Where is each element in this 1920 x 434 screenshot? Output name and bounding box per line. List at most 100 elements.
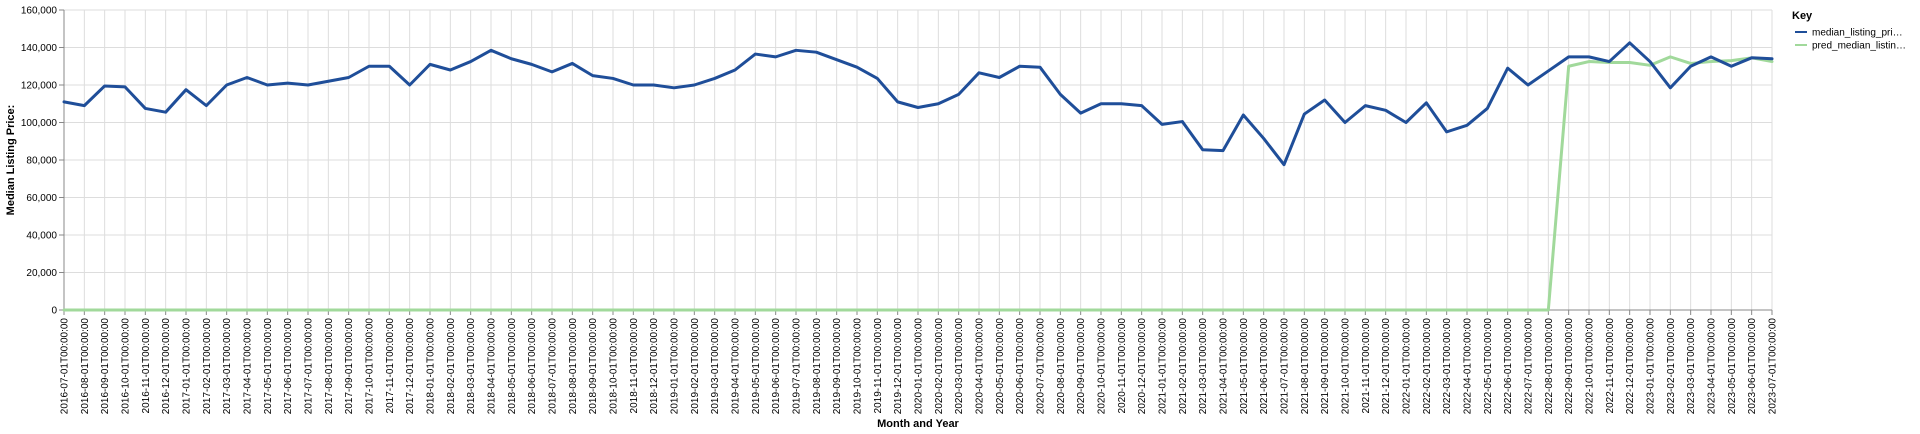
x-axis-title: Month and Year xyxy=(877,418,959,430)
y-tick-label: 140,000 xyxy=(21,43,58,54)
x-tick-label: 2019-06-01T00:00:00 xyxy=(771,318,782,415)
series-lines xyxy=(62,41,1774,312)
x-tick-label: 2022-04-01T00:00:00 xyxy=(1463,318,1474,415)
y-tick-label: 100,000 xyxy=(21,118,58,129)
x-tick-label: 2023-03-01T00:00:00 xyxy=(1686,318,1697,415)
x-tick-label: 2019-12-01T00:00:00 xyxy=(893,318,904,415)
x-tick-label: 2016-07-01T00:00:00 xyxy=(60,318,71,415)
x-tick-label: 2021-06-01T00:00:00 xyxy=(1259,318,1270,415)
x-tick-label: 2018-06-01T00:00:00 xyxy=(527,318,538,415)
x-tick-label: 2021-07-01T00:00:00 xyxy=(1280,318,1291,415)
x-tick-label: 2020-04-01T00:00:00 xyxy=(975,318,986,415)
legend: Key median_listing_pri… pred_median_listi… xyxy=(1792,10,1906,52)
x-axis: 2016-07-01T00:00:00 2016-08-01T00:00:00 20… xyxy=(60,310,1779,414)
x-tick-label: 2021-04-01T00:00:00 xyxy=(1219,318,1230,415)
x-tick-label: 2018-07-01T00:00:00 xyxy=(548,318,559,415)
x-tick-label: 2022-11-01T00:00:00 xyxy=(1605,318,1616,414)
x-tick-label: 2019-11-01T00:00:00 xyxy=(873,318,884,414)
x-tick-label: 2023-07-01T00:00:00 xyxy=(1768,318,1779,415)
x-tick-label: 2023-06-01T00:00:00 xyxy=(1747,318,1758,415)
x-tick-label: 2018-08-01T00:00:00 xyxy=(568,318,579,415)
x-tick-label: 2022-10-01T00:00:00 xyxy=(1585,318,1596,415)
x-tick-label: 2023-01-01T00:00:00 xyxy=(1646,318,1657,415)
x-tick-label: 2021-01-01T00:00:00 xyxy=(1158,318,1169,415)
x-tick-label: 2019-07-01T00:00:00 xyxy=(792,318,803,415)
x-tick-label: 2020-12-01T00:00:00 xyxy=(1137,318,1148,415)
x-tick-label: 2022-09-01T00:00:00 xyxy=(1564,318,1575,415)
x-tick-label: 2017-05-01T00:00:00 xyxy=(263,318,274,415)
x-tick-label: 2019-10-01T00:00:00 xyxy=(853,318,864,415)
y-tick-label: 120,000 xyxy=(21,81,58,92)
x-tick-label: 2021-09-01T00:00:00 xyxy=(1320,318,1331,415)
x-tick-label: 2023-02-01T00:00:00 xyxy=(1666,318,1677,415)
x-tick-label: 2018-01-01T00:00:00 xyxy=(426,318,437,415)
x-tick-label: 2018-12-01T00:00:00 xyxy=(649,318,660,415)
x-tick-label: 2017-01-01T00:00:00 xyxy=(182,318,193,415)
x-tick-label: 2016-09-01T00:00:00 xyxy=(100,318,111,415)
x-tick-label: 2020-11-01T00:00:00 xyxy=(1117,318,1128,414)
x-tick-label: 2020-09-01T00:00:00 xyxy=(1076,318,1087,415)
x-tick-label: 2017-02-01T00:00:00 xyxy=(202,318,213,415)
x-tick-label: 2019-02-01T00:00:00 xyxy=(690,318,701,415)
x-tick-label: 2020-03-01T00:00:00 xyxy=(954,318,965,415)
x-tick-label: 2017-03-01T00:00:00 xyxy=(222,318,233,415)
x-tick-label: 2023-05-01T00:00:00 xyxy=(1727,318,1738,415)
x-tick-label: 2021-02-01T00:00:00 xyxy=(1178,318,1189,415)
x-tick-label: 2018-02-01T00:00:00 xyxy=(446,318,457,415)
x-tick-label: 2018-10-01T00:00:00 xyxy=(609,318,620,415)
y-axis: 0 20,000 40,000 60,000 80,000 100,000 120,000 1… xyxy=(21,6,64,317)
x-tick-label: 2019-08-01T00:00:00 xyxy=(812,318,823,415)
x-tick-label: 2018-11-01T00:00:00 xyxy=(629,318,640,414)
y-tick-label: 160,000 xyxy=(21,6,58,17)
x-tick-label: 2023-04-01T00:00:00 xyxy=(1707,318,1718,415)
x-tick-label: 2022-01-01T00:00:00 xyxy=(1402,318,1413,415)
x-tick-label: 2021-10-01T00:00:00 xyxy=(1341,318,1352,415)
x-tick-label: 2018-05-01T00:00:00 xyxy=(507,318,518,415)
x-tick-label: 2022-08-01T00:00:00 xyxy=(1544,318,1555,415)
x-tick-label: 2016-10-01T00:00:00 xyxy=(121,318,132,415)
x-tick-label: 2016-08-01T00:00:00 xyxy=(80,318,91,415)
x-tick-label: 2021-05-01T00:00:00 xyxy=(1239,318,1250,415)
legend-title: Key xyxy=(1792,10,1813,22)
x-tick-label: 2017-08-01T00:00:00 xyxy=(324,318,335,415)
y-tick-label: 60,000 xyxy=(26,193,57,204)
x-tick-label: 2019-03-01T00:00:00 xyxy=(710,318,721,415)
x-tick-label: 2020-01-01T00:00:00 xyxy=(914,318,925,415)
x-tick-label: 2022-03-01T00:00:00 xyxy=(1442,318,1453,415)
y-axis-title: Median Listing Price: xyxy=(5,105,17,216)
legend-label: median_listing_pri… xyxy=(1812,28,1903,39)
x-tick-label: 2020-07-01T00:00:00 xyxy=(1036,318,1047,415)
x-tick-label: 2019-01-01T00:00:00 xyxy=(670,318,681,415)
x-tick-label: 2020-05-01T00:00:00 xyxy=(995,318,1006,415)
x-tick-label: 2017-12-01T00:00:00 xyxy=(405,318,416,415)
x-tick-label: 2022-06-01T00:00:00 xyxy=(1503,318,1514,415)
x-tick-label: 2020-06-01T00:00:00 xyxy=(1015,318,1026,415)
x-tick-label: 2018-09-01T00:00:00 xyxy=(588,318,599,415)
x-tick-label: 2017-09-01T00:00:00 xyxy=(344,318,355,415)
x-tick-label: 2019-05-01T00:00:00 xyxy=(751,318,762,415)
x-tick-label: 2021-03-01T00:00:00 xyxy=(1198,318,1209,415)
x-tick-label: 2021-12-01T00:00:00 xyxy=(1381,318,1392,415)
x-tick-label: 2017-04-01T00:00:00 xyxy=(243,318,254,415)
gridlines xyxy=(63,9,1773,311)
x-tick-label: 2017-11-01T00:00:00 xyxy=(385,318,396,414)
x-tick-label: 2020-10-01T00:00:00 xyxy=(1097,318,1108,415)
series-line xyxy=(62,41,1774,167)
x-tick-label: 2021-11-01T00:00:00 xyxy=(1361,318,1372,414)
y-tick-label: 20,000 xyxy=(26,268,57,279)
x-tick-label: 2017-06-01T00:00:00 xyxy=(283,318,294,415)
x-tick-label: 2016-12-01T00:00:00 xyxy=(161,318,172,415)
x-tick-label: 2020-02-01T00:00:00 xyxy=(934,318,945,415)
x-tick-label: 2017-07-01T00:00:00 xyxy=(304,318,315,415)
series-line xyxy=(62,55,1774,312)
x-tick-label: 2019-04-01T00:00:00 xyxy=(731,318,742,415)
y-tick-label: 80,000 xyxy=(26,156,57,167)
x-tick-label: 2021-08-01T00:00:00 xyxy=(1300,318,1311,415)
x-tick-label: 2018-04-01T00:00:00 xyxy=(487,318,498,415)
x-tick-label: 2019-09-01T00:00:00 xyxy=(832,318,843,415)
x-tick-label: 2017-10-01T00:00:00 xyxy=(365,318,376,415)
x-tick-label: 2020-08-01T00:00:00 xyxy=(1056,318,1067,415)
x-tick-label: 2022-02-01T00:00:00 xyxy=(1422,318,1433,415)
x-tick-label: 2016-11-01T00:00:00 xyxy=(141,318,152,414)
